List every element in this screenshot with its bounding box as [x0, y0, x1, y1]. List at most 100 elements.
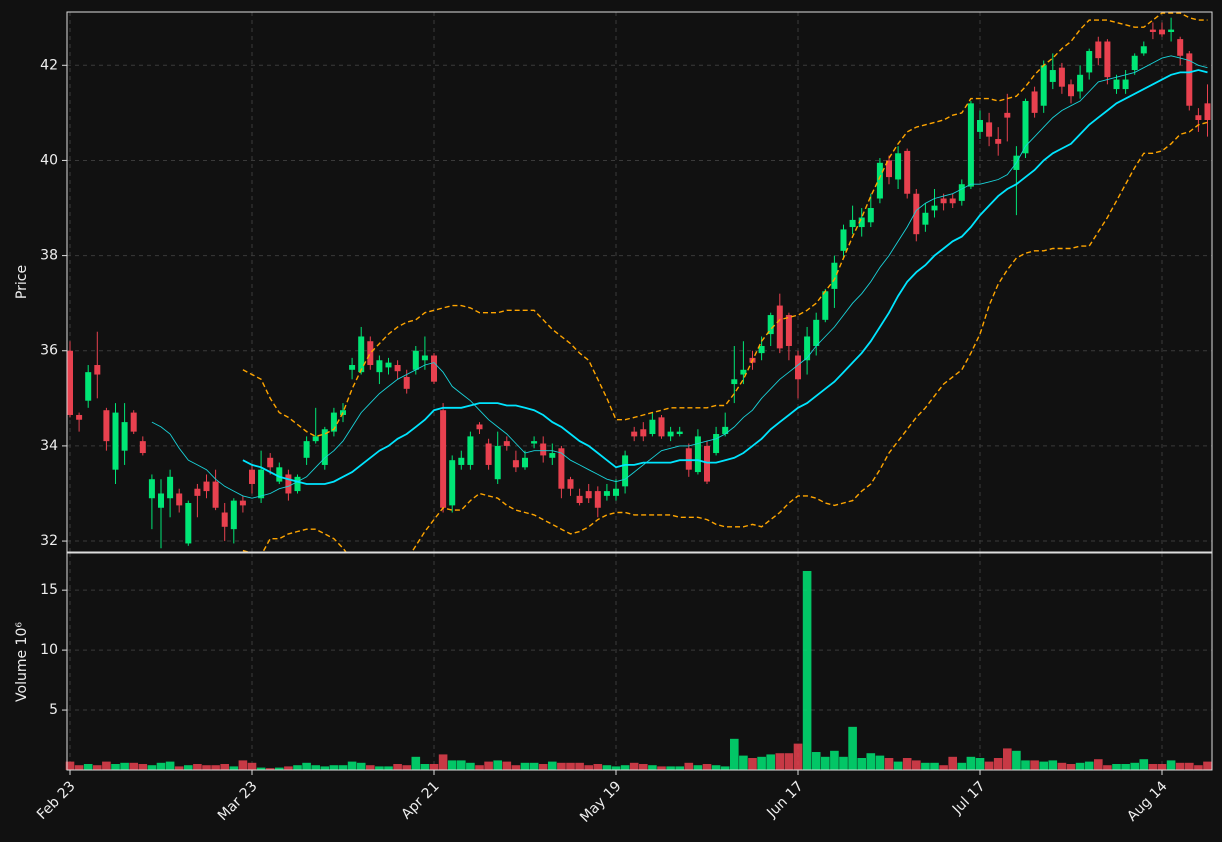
- y-tick-label: 42: [40, 57, 58, 73]
- volume-bar: [338, 765, 348, 770]
- candle-body: [613, 488, 619, 496]
- candle-body: [1068, 84, 1074, 97]
- volume-bar: [120, 762, 129, 770]
- candle-body: [67, 350, 73, 415]
- candle-body: [940, 198, 947, 204]
- volume-bar: [848, 726, 857, 770]
- volume-bar: [447, 760, 457, 770]
- volume-bar: [602, 765, 612, 770]
- volume-bar: [156, 762, 166, 770]
- y-tick-label: 40: [40, 152, 58, 168]
- volume-bar: [265, 768, 275, 770]
- candle-body: [358, 336, 365, 373]
- candle-body: [258, 469, 265, 499]
- candle-body: [349, 365, 356, 370]
- volume-bar: [302, 762, 311, 770]
- candle-body: [804, 336, 811, 361]
- candle-body: [740, 369, 747, 375]
- candle-body: [94, 365, 101, 375]
- candle-body: [167, 476, 174, 499]
- volume-bar: [775, 753, 785, 770]
- volume-bar: [411, 756, 421, 770]
- candle-body: [785, 315, 792, 346]
- candle-body: [239, 500, 246, 506]
- volume-bar: [1103, 765, 1112, 770]
- candle-body: [795, 355, 801, 380]
- volume-bar: [1112, 764, 1121, 770]
- candle-body: [1149, 29, 1156, 32]
- volume-bar: [1057, 762, 1067, 770]
- volume-bar: [584, 765, 593, 770]
- candle-body: [876, 162, 883, 199]
- candle-body: [967, 103, 974, 187]
- candle-body: [403, 376, 410, 389]
- candle-body: [1004, 112, 1011, 118]
- candle-body: [267, 457, 274, 468]
- volume-bar: [684, 762, 694, 770]
- candle-body: [813, 319, 820, 346]
- y-tick-label: 38: [40, 248, 58, 264]
- volume-bar: [275, 767, 284, 770]
- volume-bar: [93, 765, 102, 770]
- y-tick-label: 5: [49, 702, 58, 718]
- candle-body: [977, 120, 983, 132]
- candle-body: [367, 341, 374, 366]
- volume-bar: [693, 765, 703, 770]
- candle-body: [840, 229, 847, 251]
- candle-body: [1122, 79, 1129, 90]
- volume-bar: [702, 764, 712, 770]
- candle-body: [203, 481, 210, 492]
- volume-bar: [912, 760, 921, 770]
- volume-bar: [293, 765, 302, 770]
- candle-body: [522, 457, 528, 468]
- candle-body: [1086, 51, 1093, 73]
- candle-body: [176, 493, 183, 506]
- candle-body: [704, 445, 710, 482]
- volume-axis-label: Volume 10⁶: [14, 622, 30, 702]
- volume-bar: [1157, 764, 1167, 770]
- candle-body: [485, 443, 492, 465]
- volume-bar: [484, 761, 493, 770]
- candle-body: [294, 476, 301, 492]
- volume-bar: [511, 765, 521, 770]
- volume-bar: [620, 765, 630, 770]
- candle-body: [230, 500, 237, 530]
- candle-body: [922, 212, 929, 225]
- candle-body: [76, 414, 83, 420]
- candle-body: [1058, 67, 1065, 87]
- volume-bar: [457, 760, 466, 770]
- volume-bar: [766, 754, 775, 770]
- candle-body: [449, 460, 456, 506]
- volume-bar: [802, 570, 812, 770]
- volume-bar: [1203, 761, 1212, 770]
- volume-bar: [1075, 762, 1085, 770]
- candle-body: [1077, 74, 1084, 92]
- candle-body: [594, 491, 601, 508]
- volume-bar: [557, 762, 566, 770]
- candle-body: [148, 479, 155, 499]
- volume-bar: [529, 762, 539, 770]
- overlay-line: [242, 12, 1208, 438]
- volume-bar: [629, 762, 639, 770]
- volume-bar: [284, 766, 293, 770]
- volume-bar: [875, 755, 885, 770]
- candle-body: [1104, 41, 1111, 78]
- volume-bar: [720, 766, 730, 770]
- y-axis-label: Price: [14, 265, 30, 299]
- volume-bar: [375, 766, 384, 770]
- candle-body: [312, 436, 319, 442]
- candle-body: [1113, 79, 1120, 90]
- volume-bar: [1084, 761, 1094, 770]
- overlay-line: [242, 121, 1208, 552]
- volume-bar: [193, 764, 202, 770]
- candle-body: [85, 372, 92, 401]
- volume-bar: [866, 753, 876, 770]
- y-tick-label: 32: [40, 533, 58, 549]
- volume-bar: [102, 761, 111, 770]
- volume-bar: [475, 765, 484, 770]
- candle-body: [139, 441, 146, 454]
- candle-body: [722, 426, 729, 435]
- volume-bar: [74, 765, 84, 770]
